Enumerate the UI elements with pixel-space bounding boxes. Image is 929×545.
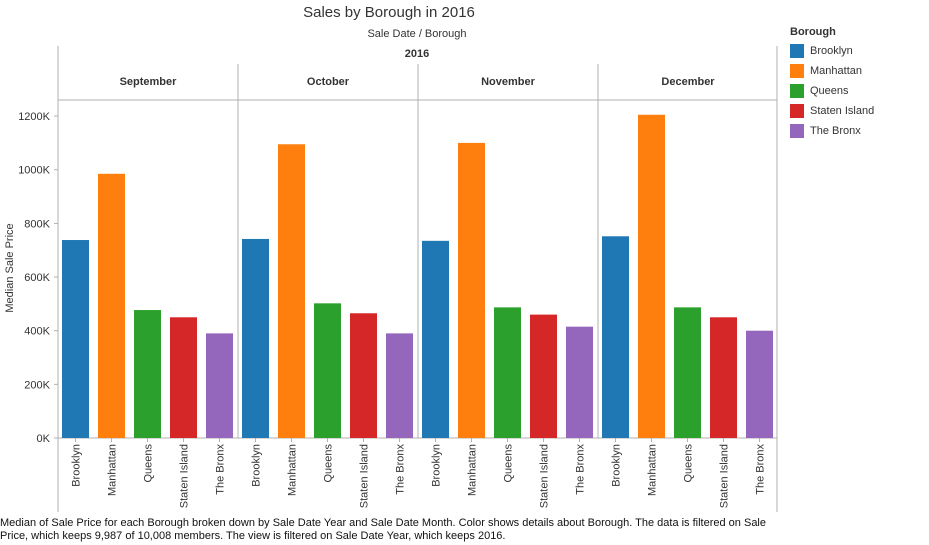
x-category-label: Queens: [143, 444, 155, 483]
y-tick-label: 1000K: [18, 165, 50, 177]
legend-swatch: [790, 104, 804, 118]
x-category-label: Manhattan: [287, 444, 299, 496]
legend-label: Queens: [810, 85, 849, 97]
bar-september-brooklyn[interactable]: [62, 240, 89, 438]
legend-item-staten-island[interactable]: Staten Island: [790, 101, 920, 121]
bar-chart: Sales by Borough in 2016 Sale Date / Bor…: [4, 4, 778, 512]
x-category-label: Queens: [323, 444, 335, 483]
bar-october-staten-island[interactable]: [350, 313, 377, 438]
bar-november-manhattan[interactable]: [458, 142, 485, 438]
legend-swatch: [790, 44, 804, 58]
bar-november-staten-island[interactable]: [530, 314, 557, 438]
bar-october-the-bronx[interactable]: [386, 333, 413, 438]
bar-september-the-bronx[interactable]: [206, 333, 233, 438]
legend-label: The Bronx: [810, 125, 861, 137]
y-tick-label: 400K: [24, 326, 50, 338]
legend-swatch: [790, 124, 804, 138]
legend-swatch: [790, 84, 804, 98]
x-category-label: Brooklyn: [431, 444, 443, 487]
bar-november-queens[interactable]: [494, 307, 521, 438]
bar-december-queens[interactable]: [674, 307, 701, 438]
legend-items: Brooklyn Manhattan Queens Staten Island The …: [790, 41, 920, 141]
x-category-label: The Bronx: [215, 444, 227, 495]
column-header: Sale Date / Borough: [367, 28, 466, 40]
bar-september-manhattan[interactable]: [98, 173, 125, 438]
y-tick-label: 0K: [37, 433, 51, 445]
bar-december-manhattan[interactable]: [638, 114, 665, 438]
y-tick-label: 600K: [24, 272, 50, 284]
bar-september-staten-island[interactable]: [170, 317, 197, 438]
legend-label: Brooklyn: [810, 45, 853, 57]
x-category-label: Staten Island: [539, 444, 551, 508]
month-header: November: [481, 76, 536, 88]
bar-october-brooklyn[interactable]: [242, 238, 269, 438]
bar-november-the-bronx[interactable]: [566, 326, 593, 438]
bar-december-the-bronx[interactable]: [746, 330, 773, 438]
x-category-label: Staten Island: [359, 444, 371, 508]
bar-october-manhattan[interactable]: [278, 144, 305, 438]
bar-november-brooklyn[interactable]: [422, 240, 449, 438]
panel-december: December Brooklyn Manhattan Queens Staten Is…: [602, 76, 773, 508]
y-tick-label: 200K: [24, 379, 50, 391]
panel-september: September Brooklyn Manhattan Queens Staten I…: [62, 76, 233, 508]
year-header: 2016: [405, 48, 429, 60]
chart-caption: Median of Sale Price for each Borough br…: [0, 517, 766, 542]
x-category-label: Manhattan: [467, 444, 479, 496]
y-axis-label: Median Sale Price: [4, 223, 16, 312]
x-category-label: The Bronx: [755, 444, 767, 495]
legend-title: Borough: [790, 26, 836, 38]
legend-swatch: [790, 64, 804, 78]
panel-november: November Brooklyn Manhattan Queens Staten Is…: [422, 76, 593, 508]
x-category-label: Staten Island: [179, 444, 191, 508]
x-category-label: Manhattan: [107, 444, 119, 496]
x-category-label: Brooklyn: [251, 444, 263, 487]
y-tick-label: 800K: [24, 218, 50, 230]
month-header: September: [120, 76, 178, 88]
legend-item-brooklyn[interactable]: Brooklyn: [790, 41, 920, 61]
legend-item-the-bronx[interactable]: The Bronx: [790, 121, 920, 141]
bar-september-queens[interactable]: [134, 310, 161, 438]
x-category-label: Manhattan: [647, 444, 659, 496]
x-category-label: The Bronx: [395, 444, 407, 495]
panel-october: October Brooklyn Manhattan Queens Staten Isl…: [242, 76, 413, 508]
x-category-label: Staten Island: [719, 444, 731, 508]
month-panels: September Brooklyn Manhattan Queens Staten I…: [62, 76, 773, 508]
bar-december-staten-island[interactable]: [710, 317, 737, 438]
x-category-label: Brooklyn: [611, 444, 623, 487]
x-category-label: Queens: [503, 444, 515, 483]
chart-frame: [57, 46, 778, 512]
month-header: December: [661, 76, 715, 88]
y-axis: 0K 200K 400K 600K 800K 1000K 1200K: [18, 111, 58, 445]
chart-title: Sales by Borough in 2016: [303, 4, 475, 21]
legend: Borough Brooklyn Manhattan Queens Staten Is…: [790, 26, 920, 141]
x-category-label: Brooklyn: [71, 444, 83, 487]
legend-item-manhattan[interactable]: Manhattan: [790, 61, 920, 81]
legend-label: Manhattan: [810, 65, 862, 77]
legend-label: Staten Island: [810, 105, 875, 117]
legend-item-queens[interactable]: Queens: [790, 81, 920, 101]
y-tick-label: 1200K: [18, 111, 50, 123]
bar-december-brooklyn[interactable]: [602, 236, 629, 438]
x-category-label: Queens: [683, 444, 695, 483]
bar-october-queens[interactable]: [314, 303, 341, 438]
x-category-label: The Bronx: [575, 444, 587, 495]
month-header: October: [307, 76, 350, 88]
